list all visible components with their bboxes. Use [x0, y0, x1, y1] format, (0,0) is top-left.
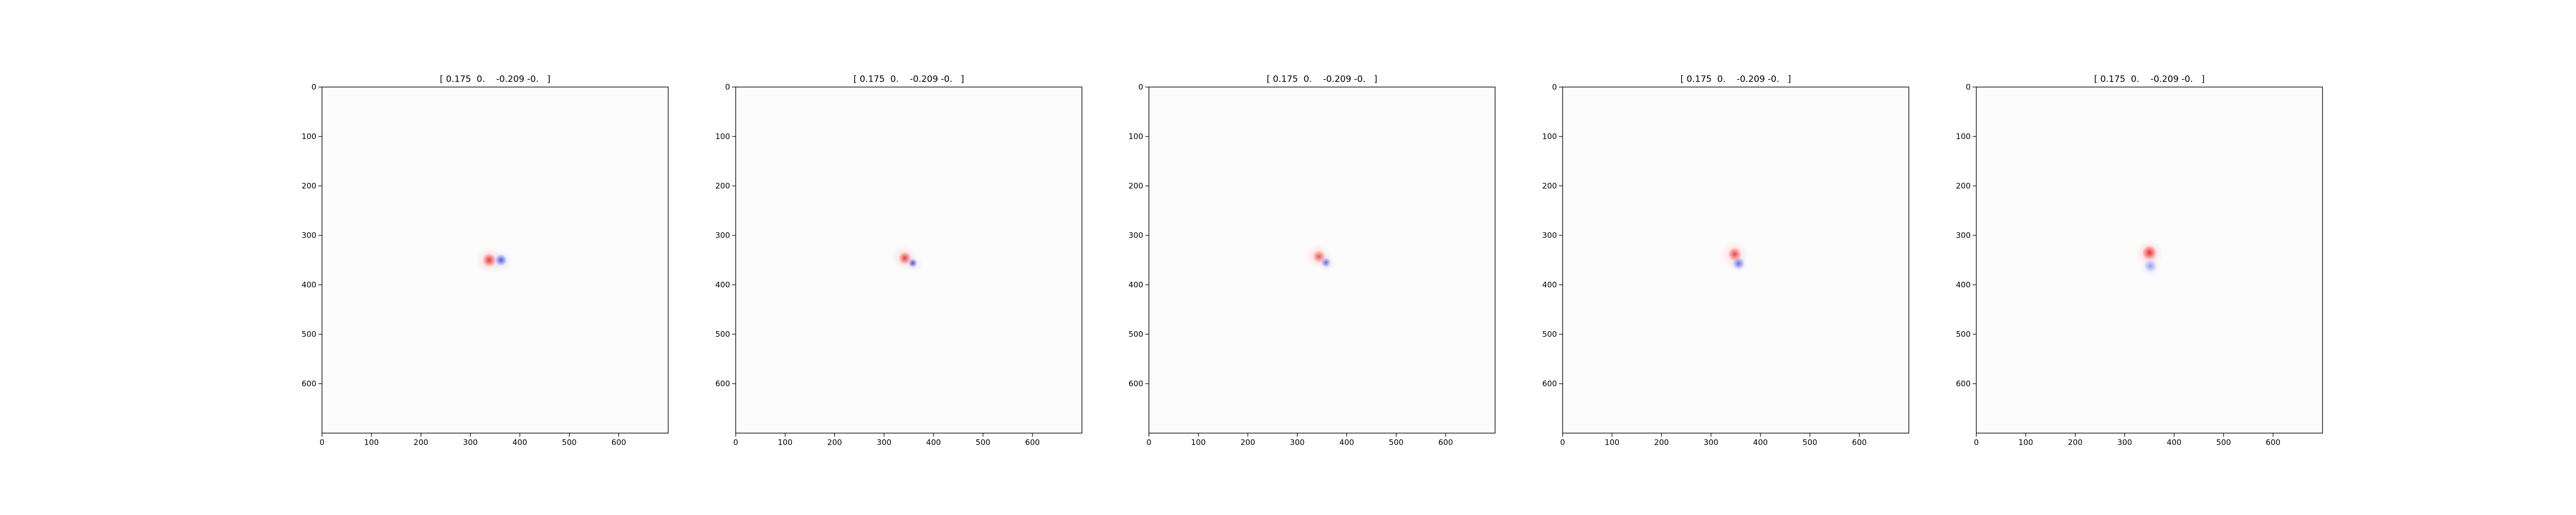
y-tick-label: 300 — [1128, 231, 1143, 240]
x-tick-label: 400 — [926, 438, 941, 447]
heatmap-image — [1305, 243, 1336, 272]
y-tick-label: 300 — [1956, 231, 1971, 240]
x-tick-label: 200 — [827, 438, 842, 447]
x-tick-label: 300 — [877, 438, 892, 447]
y-tick-label: 300 — [715, 231, 730, 240]
y-tick-label: 100 — [1542, 132, 1557, 141]
y-tick-label: 500 — [1128, 330, 1143, 339]
y-tick-label: 600 — [1128, 379, 1143, 388]
x-tick-label: 200 — [1654, 438, 1669, 447]
x-tick-label: 300 — [1704, 438, 1719, 447]
x-tick-label: 0 — [1146, 438, 1151, 447]
y-tick-label: 600 — [1542, 379, 1557, 388]
chart-title: [ 0.175 0. -0.209 -0. ] — [1681, 74, 1791, 84]
y-tick-label: 600 — [715, 379, 730, 388]
y-tick-label: 600 — [301, 379, 316, 388]
x-tick-label: 400 — [1340, 438, 1354, 447]
y-tick-label: 400 — [1128, 280, 1143, 289]
y-tick-label: 400 — [301, 280, 316, 289]
axes-frame — [1562, 87, 1909, 434]
y-tick-label: 300 — [1542, 231, 1557, 240]
chart-title: [ 0.175 0. -0.209 -0. ] — [440, 74, 551, 84]
y-tick-label: 500 — [1956, 330, 1971, 339]
x-tick-label: 100 — [778, 438, 793, 447]
chart-title: [ 0.175 0. -0.209 -0. ] — [854, 74, 964, 84]
panel-3: 0 100 200 300 400 500 600 0 100 200 300 400 500 600 [ … — [1128, 74, 1496, 447]
y-tick-label: 100 — [715, 132, 730, 141]
x-tick-label: 100 — [1605, 438, 1620, 447]
x-tick-label: 500 — [1389, 438, 1404, 447]
x-tick-label: 400 — [2167, 438, 2182, 447]
y-tick-label: 500 — [715, 330, 730, 339]
heatmap-image — [475, 246, 513, 274]
panel-4: 0 100 200 300 400 500 600 0 100 200 300 400 500 600 [ … — [1542, 74, 1909, 447]
y-tick-label: 0 — [1965, 82, 1971, 92]
y-tick-label: 0 — [1552, 82, 1557, 92]
x-tick-label: 0 — [733, 438, 738, 447]
y-tick-label: 0 — [725, 82, 730, 92]
negative-blob — [489, 249, 513, 273]
x-tick-label: 500 — [2216, 438, 2231, 447]
negative-blob — [905, 255, 923, 273]
x-tick-label: 400 — [513, 438, 528, 447]
x-tick-label: 300 — [1290, 438, 1305, 447]
x-tick-label: 100 — [364, 438, 379, 447]
heatmap-image — [891, 245, 923, 273]
y-tick-label: 200 — [1542, 181, 1557, 191]
x-tick-label: 100 — [2019, 438, 2033, 447]
y-tick-label: 500 — [301, 330, 316, 339]
y-tick-label: 400 — [1542, 280, 1557, 289]
y-tick-label: 200 — [1956, 181, 1971, 191]
y-tick-label: 500 — [1542, 330, 1557, 339]
panel-1: 0 100 200 300 400 500 600 0 100 200 300 400 500 600 [ … — [301, 74, 669, 447]
axes-frame — [735, 87, 1082, 434]
y-tick-label: 400 — [715, 280, 730, 289]
x-tick-label: 400 — [1753, 438, 1768, 447]
y-tick-label: 200 — [301, 181, 316, 191]
x-tick-label: 200 — [2068, 438, 2083, 447]
axes-frame — [321, 87, 669, 434]
x-tick-label: 0 — [1974, 438, 1979, 447]
x-tick-label: 0 — [1560, 438, 1565, 447]
y-tick-label: 300 — [301, 231, 316, 240]
x-tick-label: 100 — [1191, 438, 1206, 447]
panel-5: 0 100 200 300 400 500 600 0 100 200 300 400 500 600 [ … — [1956, 74, 2323, 447]
negative-blob — [1318, 254, 1336, 272]
panel-2: 0 100 200 300 400 500 600 0 100 200 300 400 500 600 [ … — [715, 74, 1082, 447]
x-tick-label: 200 — [1241, 438, 1256, 447]
chart-title: [ 0.175 0. -0.209 -0. ] — [2094, 74, 2205, 84]
x-tick-label: 500 — [976, 438, 991, 447]
x-tick-label: 0 — [319, 438, 325, 447]
x-tick-label: 500 — [562, 438, 577, 447]
x-tick-label: 600 — [1025, 438, 1040, 447]
y-tick-label: 600 — [1956, 379, 1971, 388]
y-tick-label: 400 — [1956, 280, 1971, 289]
x-tick-label: 200 — [414, 438, 429, 447]
y-tick-label: 100 — [301, 132, 316, 141]
y-tick-label: 0 — [311, 82, 316, 92]
negative-blob — [2139, 256, 2162, 278]
x-tick-label: 600 — [612, 438, 626, 447]
y-tick-label: 200 — [1128, 181, 1143, 191]
axes-frame — [1976, 87, 2323, 434]
heatmap-image — [2136, 239, 2163, 278]
x-tick-label: 600 — [1852, 438, 1867, 447]
axes-frame — [1148, 87, 1496, 434]
x-tick-label: 300 — [2117, 438, 2132, 447]
negative-blob — [1728, 254, 1749, 274]
x-tick-label: 600 — [2266, 438, 2281, 447]
y-tick-label: 100 — [1956, 132, 1971, 141]
y-tick-label: 0 — [1138, 82, 1143, 92]
x-tick-label: 500 — [1803, 438, 1818, 447]
y-tick-label: 100 — [1128, 132, 1143, 141]
chart-title: [ 0.175 0. -0.209 -0. ] — [1267, 74, 1378, 84]
x-tick-label: 300 — [463, 438, 478, 447]
heatmap-image — [1721, 240, 1749, 274]
x-tick-label: 600 — [1438, 438, 1453, 447]
y-tick-label: 200 — [715, 181, 730, 191]
